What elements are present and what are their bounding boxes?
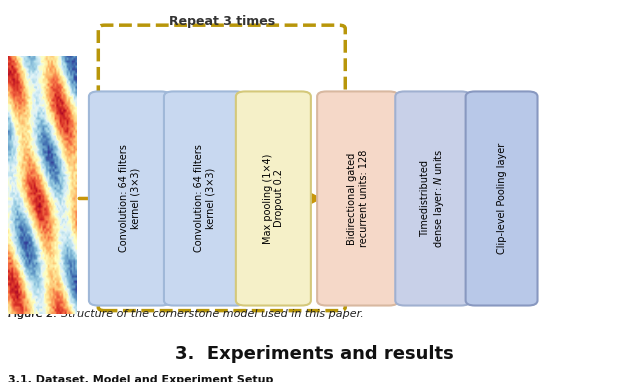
Text: Figure 2:: Figure 2: bbox=[8, 309, 60, 319]
FancyBboxPatch shape bbox=[317, 91, 398, 306]
FancyBboxPatch shape bbox=[465, 91, 538, 306]
Text: Bidirectional gated
recurrent units: 128: Bidirectional gated recurrent units: 128 bbox=[347, 150, 369, 247]
FancyBboxPatch shape bbox=[395, 91, 470, 306]
Text: Timedistributed
dense layer: $\mathit{N}$ units: Timedistributed dense layer: $\mathit{N}… bbox=[420, 149, 446, 248]
FancyBboxPatch shape bbox=[89, 91, 170, 306]
Text: Convolution: 64 filters
kernel (3×3): Convolution: 64 filters kernel (3×3) bbox=[119, 144, 141, 253]
Text: Clip-level Pooling layer: Clip-level Pooling layer bbox=[497, 143, 507, 254]
Text: Repeat 3 times: Repeat 3 times bbox=[169, 15, 275, 28]
FancyBboxPatch shape bbox=[164, 91, 245, 306]
Text: Convolution: 64 filters
kernel (3×3): Convolution: 64 filters kernel (3×3) bbox=[194, 144, 215, 253]
Text: 3.  Experiments and results: 3. Experiments and results bbox=[175, 345, 453, 363]
Text: Max pooling (1×4)
Dropout 0.2: Max pooling (1×4) Dropout 0.2 bbox=[263, 153, 284, 244]
Text: 3.1. Dataset, Model and Experiment Setup: 3.1. Dataset, Model and Experiment Setup bbox=[8, 375, 273, 382]
Text: Figure 2: Structure of the cornerstone model used in this paper.: Figure 2: Structure of the cornerstone m… bbox=[8, 309, 364, 319]
FancyBboxPatch shape bbox=[236, 91, 311, 306]
